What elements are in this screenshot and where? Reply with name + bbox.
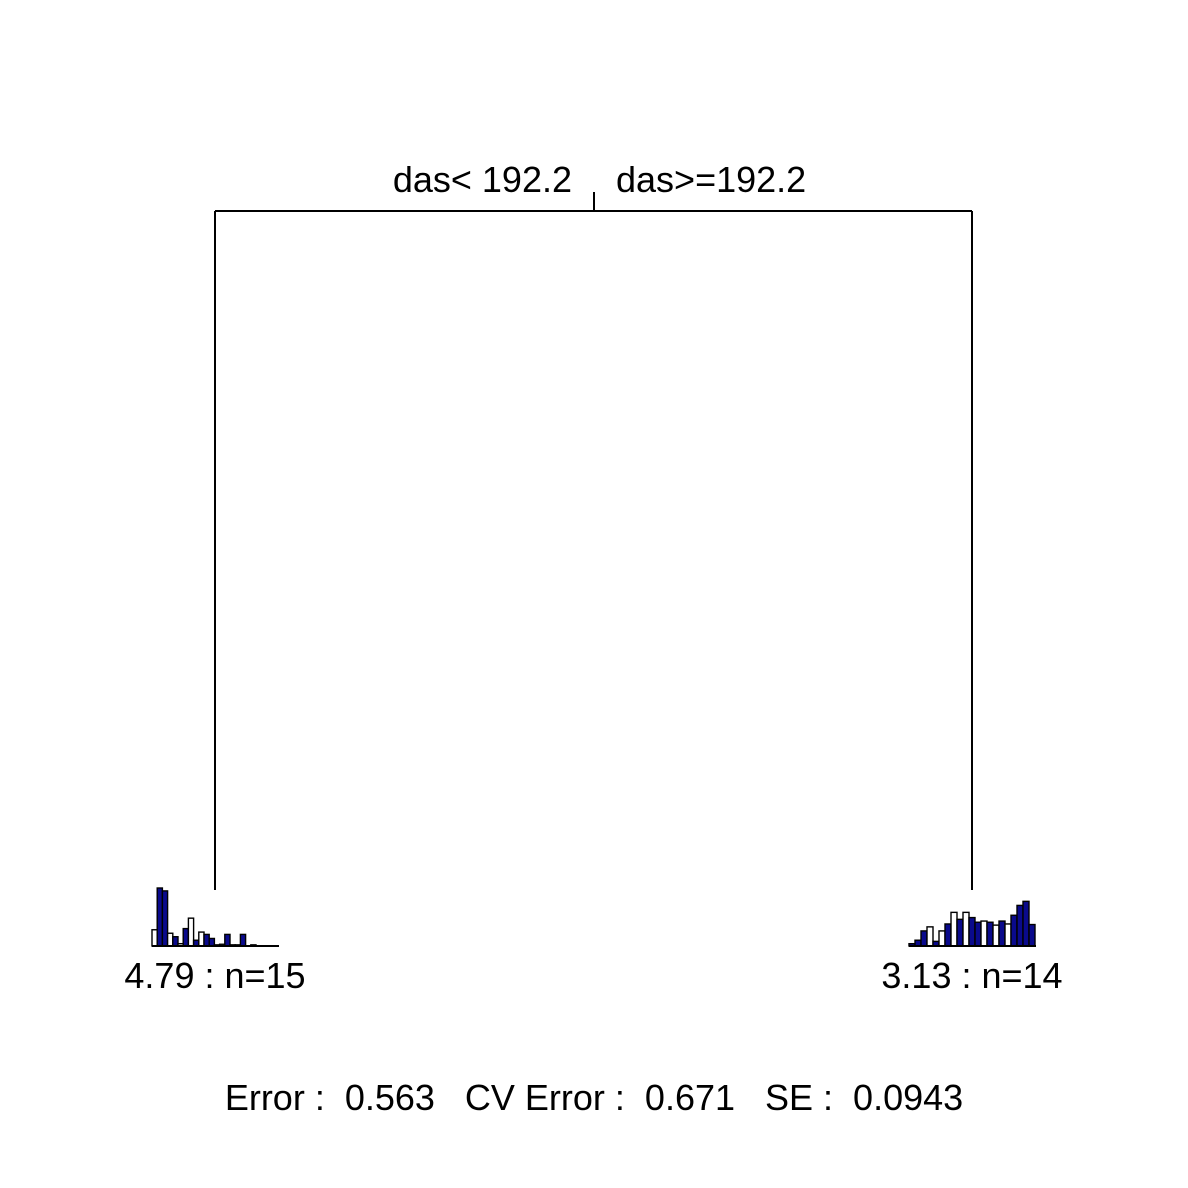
histogram-bar xyxy=(1022,900,1030,947)
histogram-bar xyxy=(151,929,158,947)
histogram-bar xyxy=(956,918,964,947)
histogram-bar xyxy=(198,931,205,947)
error-summary: Error : 0.563 CV Error : 0.671 SE : 0.09… xyxy=(225,1077,963,1118)
histogram-bar xyxy=(1016,904,1024,947)
leaf-histogram-left xyxy=(151,887,279,947)
leaf-label-right: 3.13 : n=14 xyxy=(881,955,1062,996)
histogram-bar xyxy=(980,920,988,947)
histogram-bar xyxy=(974,921,982,947)
histogram-bar xyxy=(224,933,231,947)
histogram-bar xyxy=(1028,923,1036,947)
histogram-bar xyxy=(998,920,1006,947)
histogram-bar xyxy=(938,930,946,947)
histogram-bar xyxy=(208,937,216,947)
tree-edges xyxy=(214,192,973,890)
histogram-bar xyxy=(1004,923,1012,947)
leaf-histogram-right xyxy=(908,900,1036,947)
histogram-bar xyxy=(992,924,1000,947)
histogram-bar xyxy=(182,927,190,947)
histogram-bar xyxy=(926,926,934,947)
histogram-bar xyxy=(944,923,952,947)
histogram-bar xyxy=(920,930,928,947)
histogram-bar xyxy=(166,932,174,947)
split-label-left: das< 192.2 xyxy=(393,159,572,200)
histogram-bar xyxy=(187,917,195,947)
histogram-bar xyxy=(203,933,210,947)
split-label-right: das>=192.2 xyxy=(616,159,806,200)
histogram-bar xyxy=(1010,914,1018,947)
histogram-bar xyxy=(156,887,164,947)
histogram-bar xyxy=(172,936,179,947)
histogram-bar xyxy=(950,911,958,947)
histogram-bar xyxy=(239,933,247,947)
histogram-bar xyxy=(962,911,970,947)
leaf-label-left: 4.79 : n=15 xyxy=(124,955,305,996)
histogram-bar xyxy=(986,921,994,947)
histogram-bar xyxy=(968,916,976,947)
histogram-bar xyxy=(161,890,169,947)
